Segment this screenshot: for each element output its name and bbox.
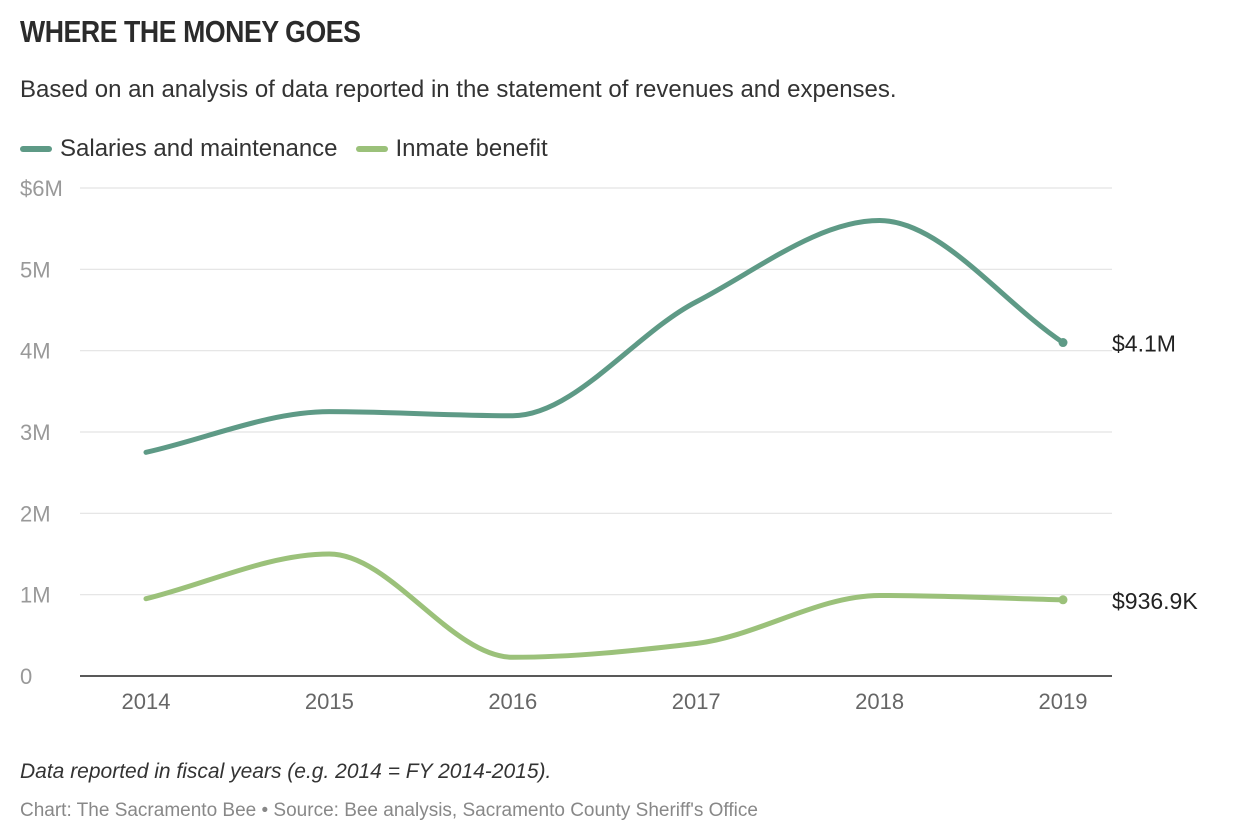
series-endpoint-salaries-and-maintenance <box>1058 338 1068 348</box>
x-tick-label: 2015 <box>305 689 354 714</box>
series-endpoint-inmate-benefit <box>1058 595 1068 605</box>
y-tick-label: 0 <box>20 664 32 689</box>
y-tick-label: 5M <box>20 257 51 282</box>
series-line-salaries-and-maintenance <box>143 218 1066 455</box>
end-label-inmate-benefit: $936.9K <box>1112 588 1198 614</box>
chart-subtitle: Based on an analysis of data reported in… <box>20 76 897 103</box>
footnote: Data reported in fiscal years (e.g. 2014… <box>20 760 552 783</box>
x-tick-label: 2016 <box>488 689 537 714</box>
legend-item-salaries: Salaries and maintenance <box>20 135 338 163</box>
y-tick-label: 2M <box>20 501 51 526</box>
legend-swatch-inmate-benefit <box>355 146 388 152</box>
x-tick-label: 2019 <box>1039 689 1088 714</box>
x-tick-label: 2018 <box>855 689 904 714</box>
legend-label-inmate-benefit: Inmate benefit <box>395 135 548 162</box>
end-label-salaries-and-maintenance: $4.1M <box>1112 331 1176 357</box>
x-axis-tick-labels: 2014 2015 2016 2017 2018 2019 <box>122 689 1088 714</box>
grid-layer <box>80 187 1112 677</box>
y-tick-label: 3M <box>20 420 51 445</box>
chart-title: WHERE THE MONEY GOES <box>20 14 361 49</box>
chart-legend: Salaries and maintenance Inmate benefit <box>20 135 566 163</box>
end-labels: $4.1M $936.9K <box>1112 331 1198 614</box>
legend-swatch-salaries <box>20 146 52 152</box>
series-layer <box>143 218 1068 660</box>
series-line-inmate-benefit <box>143 551 1066 660</box>
legend-label-salaries: Salaries and maintenance <box>60 135 338 162</box>
x-tick-label: 2017 <box>672 689 721 714</box>
y-tick-label: 1M <box>20 583 51 608</box>
source-credit: Chart: The Sacramento Bee • Source: Bee … <box>20 800 758 821</box>
y-tick-label: $6M <box>20 176 63 201</box>
y-axis-tick-labels: 0 1M 2M 3M 4M 5M $6M <box>20 176 63 689</box>
x-tick-label: 2014 <box>122 689 171 714</box>
y-tick-label: 4M <box>20 339 51 364</box>
legend-item-inmate-benefit: Inmate benefit <box>355 135 548 163</box>
